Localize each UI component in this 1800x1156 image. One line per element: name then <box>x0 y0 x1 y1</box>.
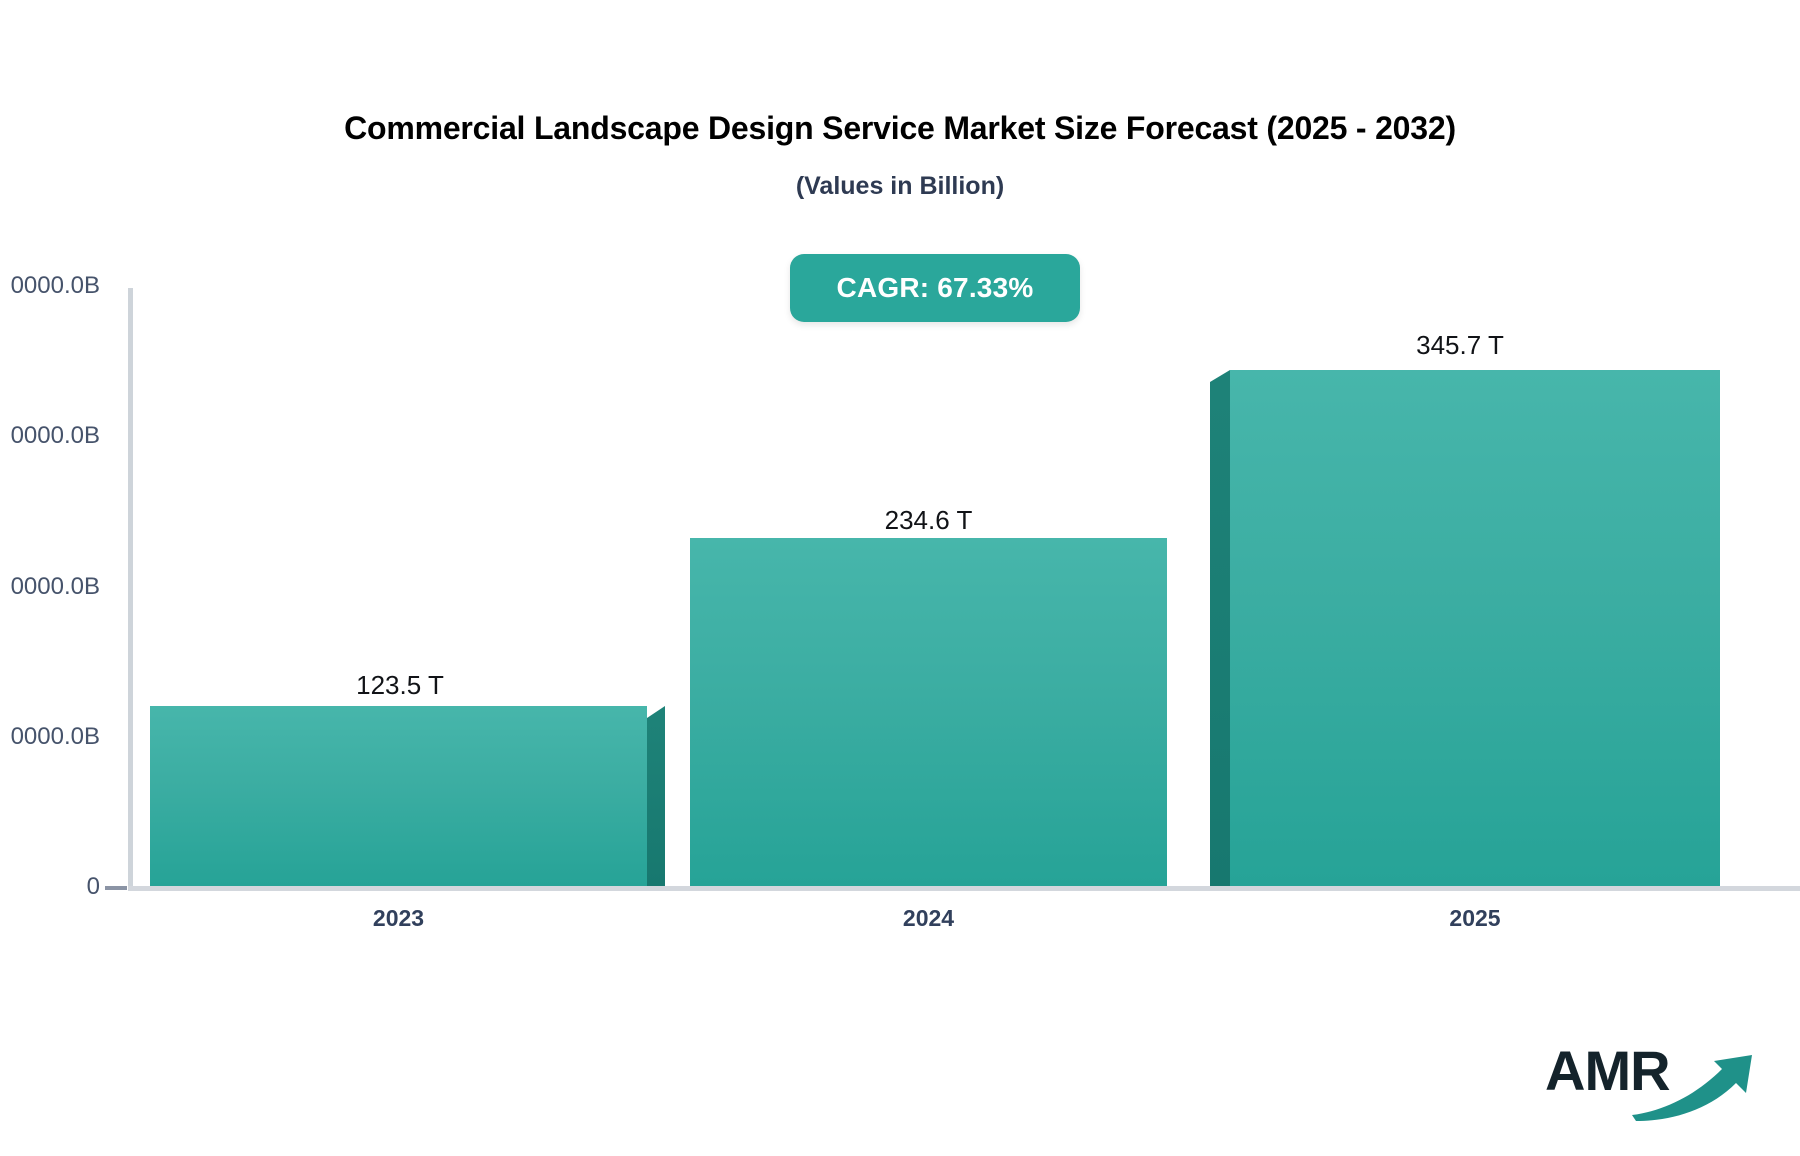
y-tick-label-2: 0000.0B <box>10 573 100 600</box>
bar-2025-side <box>1210 382 1230 886</box>
bar-2025-top-bevel <box>1210 370 1230 382</box>
x-axis-line <box>128 886 1800 891</box>
bar-2023-side <box>647 718 665 886</box>
bar-2023-top-bevel <box>647 706 665 718</box>
y-tick-label-1: 0000.0B <box>10 723 100 750</box>
x-label-2024: 2024 <box>902 905 955 931</box>
chart-subtitle: (Values in Billion) <box>795 172 1005 200</box>
cagr-badge: CAGR: 67.33% <box>790 254 1080 322</box>
bar-2024[interactable] <box>690 538 1167 886</box>
x-label-2023: 2023 <box>372 905 425 931</box>
growth-arrow-icon <box>1632 1055 1752 1121</box>
bar-2025[interactable] <box>1230 370 1720 886</box>
y-axis-line <box>128 288 133 889</box>
y-tick-label-0: 0 <box>86 873 100 900</box>
bar-2023[interactable] <box>150 706 647 886</box>
y-tick-label-4: 0000.0B <box>10 272 100 299</box>
amr-logo-text: AMR <box>1545 1039 1671 1102</box>
x-label-2025: 2025 <box>1449 905 1501 931</box>
bar-value-2024: 234.6 T <box>884 505 973 535</box>
y-tick-label-3: 0000.0B <box>10 422 100 449</box>
y-tick-mark-0 <box>105 886 127 890</box>
bar-value-2025: 345.7 T <box>1416 330 1504 360</box>
amr-logo: AMR <box>1545 1035 1775 1121</box>
cagr-badge-label: CAGR: 67.33% <box>836 272 1034 303</box>
bar-value-2023: 123.5 T <box>356 670 444 700</box>
page-title: Commercial Landscape Design Service Mark… <box>344 110 1456 146</box>
